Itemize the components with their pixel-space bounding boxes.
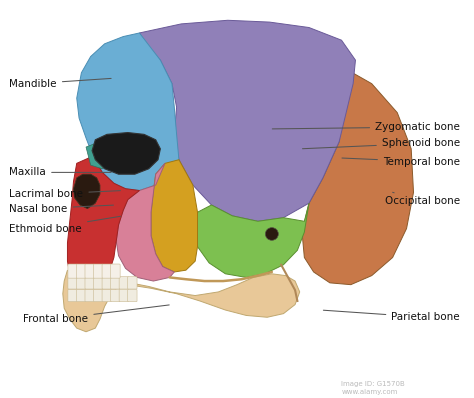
Polygon shape	[77, 33, 179, 191]
Ellipse shape	[265, 228, 278, 240]
Polygon shape	[193, 203, 309, 277]
Polygon shape	[151, 160, 198, 272]
Polygon shape	[127, 152, 144, 171]
FancyBboxPatch shape	[85, 277, 94, 289]
FancyBboxPatch shape	[76, 264, 86, 278]
Text: Mandible: Mandible	[9, 78, 111, 89]
Text: alamy: alamy	[21, 376, 81, 394]
Polygon shape	[116, 163, 174, 281]
Polygon shape	[92, 133, 160, 174]
Text: Temporal bone: Temporal bone	[342, 156, 460, 166]
Polygon shape	[106, 136, 128, 151]
Text: Image ID: G1570B: Image ID: G1570B	[341, 381, 405, 387]
FancyBboxPatch shape	[76, 289, 86, 302]
Polygon shape	[302, 69, 413, 285]
FancyBboxPatch shape	[110, 264, 120, 278]
FancyBboxPatch shape	[119, 289, 128, 302]
Text: Frontal bone: Frontal bone	[23, 305, 169, 324]
FancyBboxPatch shape	[119, 277, 128, 289]
FancyBboxPatch shape	[110, 277, 120, 289]
FancyBboxPatch shape	[128, 289, 137, 302]
FancyBboxPatch shape	[85, 264, 94, 278]
FancyBboxPatch shape	[68, 277, 77, 289]
FancyBboxPatch shape	[102, 264, 111, 278]
Text: Nasal bone: Nasal bone	[9, 204, 113, 214]
FancyBboxPatch shape	[93, 289, 103, 302]
Text: Occipital bone: Occipital bone	[385, 192, 460, 207]
Text: Maxilla: Maxilla	[9, 168, 111, 178]
FancyBboxPatch shape	[110, 289, 120, 302]
Polygon shape	[86, 142, 114, 169]
Polygon shape	[139, 20, 356, 221]
Polygon shape	[63, 270, 300, 332]
Text: Sphenoid bone: Sphenoid bone	[302, 139, 460, 149]
Text: www.alamy.com: www.alamy.com	[341, 388, 398, 394]
Text: Zygomatic bone: Zygomatic bone	[272, 122, 460, 132]
FancyBboxPatch shape	[93, 264, 103, 278]
FancyBboxPatch shape	[68, 289, 77, 302]
FancyBboxPatch shape	[102, 277, 111, 289]
FancyBboxPatch shape	[93, 277, 103, 289]
FancyBboxPatch shape	[102, 289, 111, 302]
Text: Lacrimal bone: Lacrimal bone	[9, 189, 120, 199]
Polygon shape	[67, 156, 139, 285]
FancyBboxPatch shape	[85, 289, 94, 302]
FancyBboxPatch shape	[128, 277, 137, 289]
Polygon shape	[73, 174, 100, 209]
FancyBboxPatch shape	[76, 277, 86, 289]
FancyBboxPatch shape	[68, 264, 77, 278]
Text: Parietal bone: Parietal bone	[323, 310, 460, 322]
Text: Ethmoid bone: Ethmoid bone	[9, 216, 120, 234]
